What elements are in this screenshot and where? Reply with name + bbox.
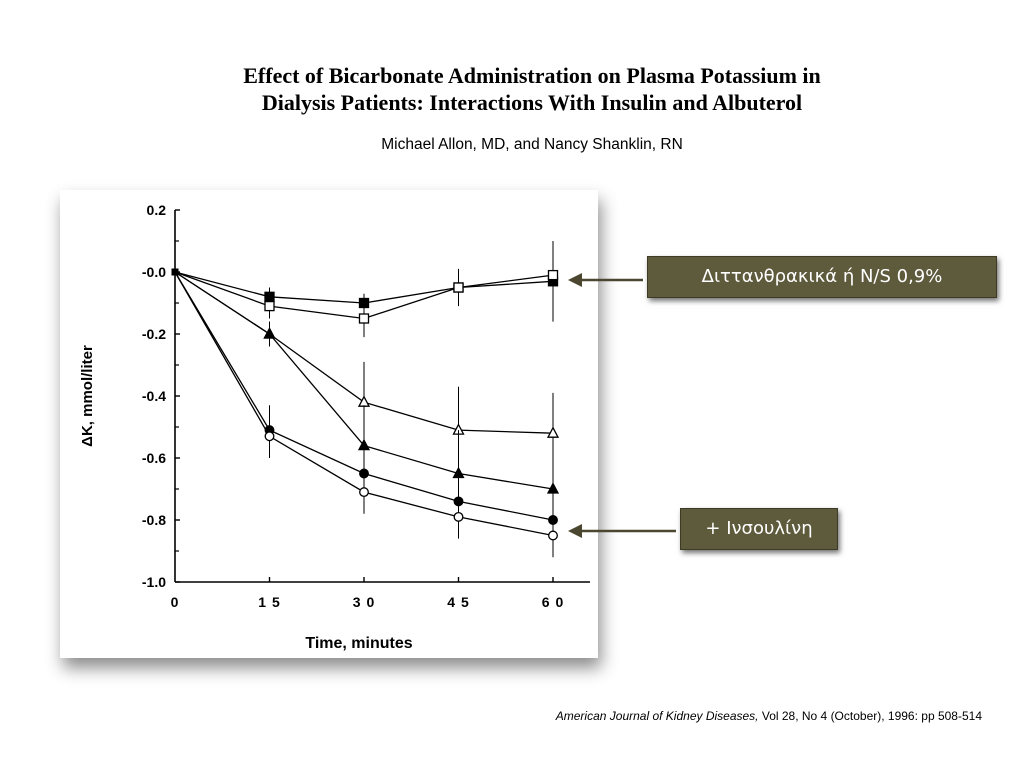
authors: Michael Allon, MD, and Nancy Shanklin, R…: [0, 136, 1024, 154]
origin-marker: [172, 269, 179, 276]
title-line-1: Effect of Bicarbonate Administration on …: [0, 62, 1024, 89]
citation-journal: American Journal of Kidney Diseases,: [556, 709, 759, 723]
open-square-marker: [549, 271, 558, 280]
open-square-marker: [265, 302, 274, 311]
y-axis-label: ΔK, mmol/liter: [79, 345, 96, 447]
x-tick-label: 0: [171, 594, 180, 610]
y-tick-label: -0.8: [142, 512, 166, 528]
x-axis-label: Time, minutes: [305, 635, 412, 652]
open-square-marker: [454, 283, 463, 292]
open-circle-marker: [360, 488, 369, 497]
x-tick-label: 4 5: [447, 594, 469, 610]
y-tick-label: -1.0: [142, 574, 166, 590]
open-circle-marker: [549, 531, 558, 540]
annotation-bicarbonate-saline: Διττανθρακικά ή N/S 0,9%: [647, 256, 997, 298]
filled-triangle-marker: [265, 329, 275, 339]
x-tick-label: 1 5: [258, 594, 280, 610]
y-tick-label: -0.6: [142, 450, 166, 466]
citation: American Journal of Kidney Diseases, Vol…: [556, 709, 982, 723]
chart-figure: 0.2 -0.0 -0.2 -0.4 -0.6 -0.8 -1.0 0 1 5 3 0 4 5 6 0…: [60, 190, 598, 658]
y-tick-label: -0.2: [142, 326, 166, 342]
open-triangle-marker: [359, 397, 369, 407]
x-tick-label: 3 0: [353, 594, 375, 610]
potassium-chart: 0.2 -0.0 -0.2 -0.4 -0.6 -0.8 -1.0 0 1 5 3 0 4 5 6 0…: [60, 190, 598, 658]
title-line-2: Dialysis Patients: Interactions With Ins…: [0, 89, 1024, 116]
x-tick-label: 6 0: [542, 594, 564, 610]
open-square-marker: [360, 314, 369, 323]
y-tick-label: 0.2: [147, 202, 167, 218]
y-tick-label: -0.0: [142, 264, 166, 280]
annotation-insulin: + Ινσουλίνη: [680, 508, 838, 550]
y-tick-label: -0.4: [142, 388, 166, 404]
citation-details: Vol 28, No 4 (October), 1996: pp 508-514: [759, 709, 982, 723]
open-circle-marker: [265, 432, 274, 441]
paper-title: Effect of Bicarbonate Administration on …: [0, 62, 1024, 116]
open-circle-marker: [454, 513, 463, 522]
